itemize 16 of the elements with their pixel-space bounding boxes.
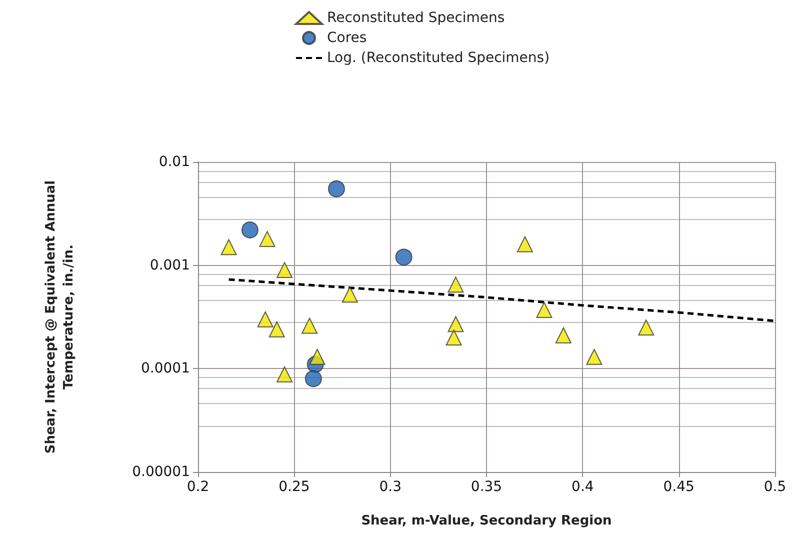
y-axis-title: Shear, Intercept @ Equivalent Annual Temperature, in./in. <box>44 180 76 454</box>
x-tick-label: 0.25 <box>278 479 310 495</box>
x-axis-title: Shear, m-Value, Secondary Region <box>361 514 612 528</box>
y-tick-label: 0.001 <box>150 257 190 274</box>
legend-label: Cores <box>327 30 367 46</box>
x-tick-label: 0.45 <box>663 479 694 495</box>
x-tick-label: 0.3 <box>379 479 402 495</box>
y-tick-label: 0.0001 <box>141 360 190 377</box>
y-tick-label: 0.01 <box>158 154 190 170</box>
x-tick-label: 0.5 <box>764 479 786 495</box>
y-tick-label: 0.00001 <box>132 464 190 480</box>
legend-label: Log. (Reconstituted Specimens) <box>327 50 550 66</box>
x-tick-label: 0.4 <box>572 479 594 495</box>
x-tick-label: 0.2 <box>186 479 210 495</box>
x-tick-label: 0.35 <box>470 479 502 495</box>
legend-label: Reconstituted Specimens <box>327 10 505 26</box>
